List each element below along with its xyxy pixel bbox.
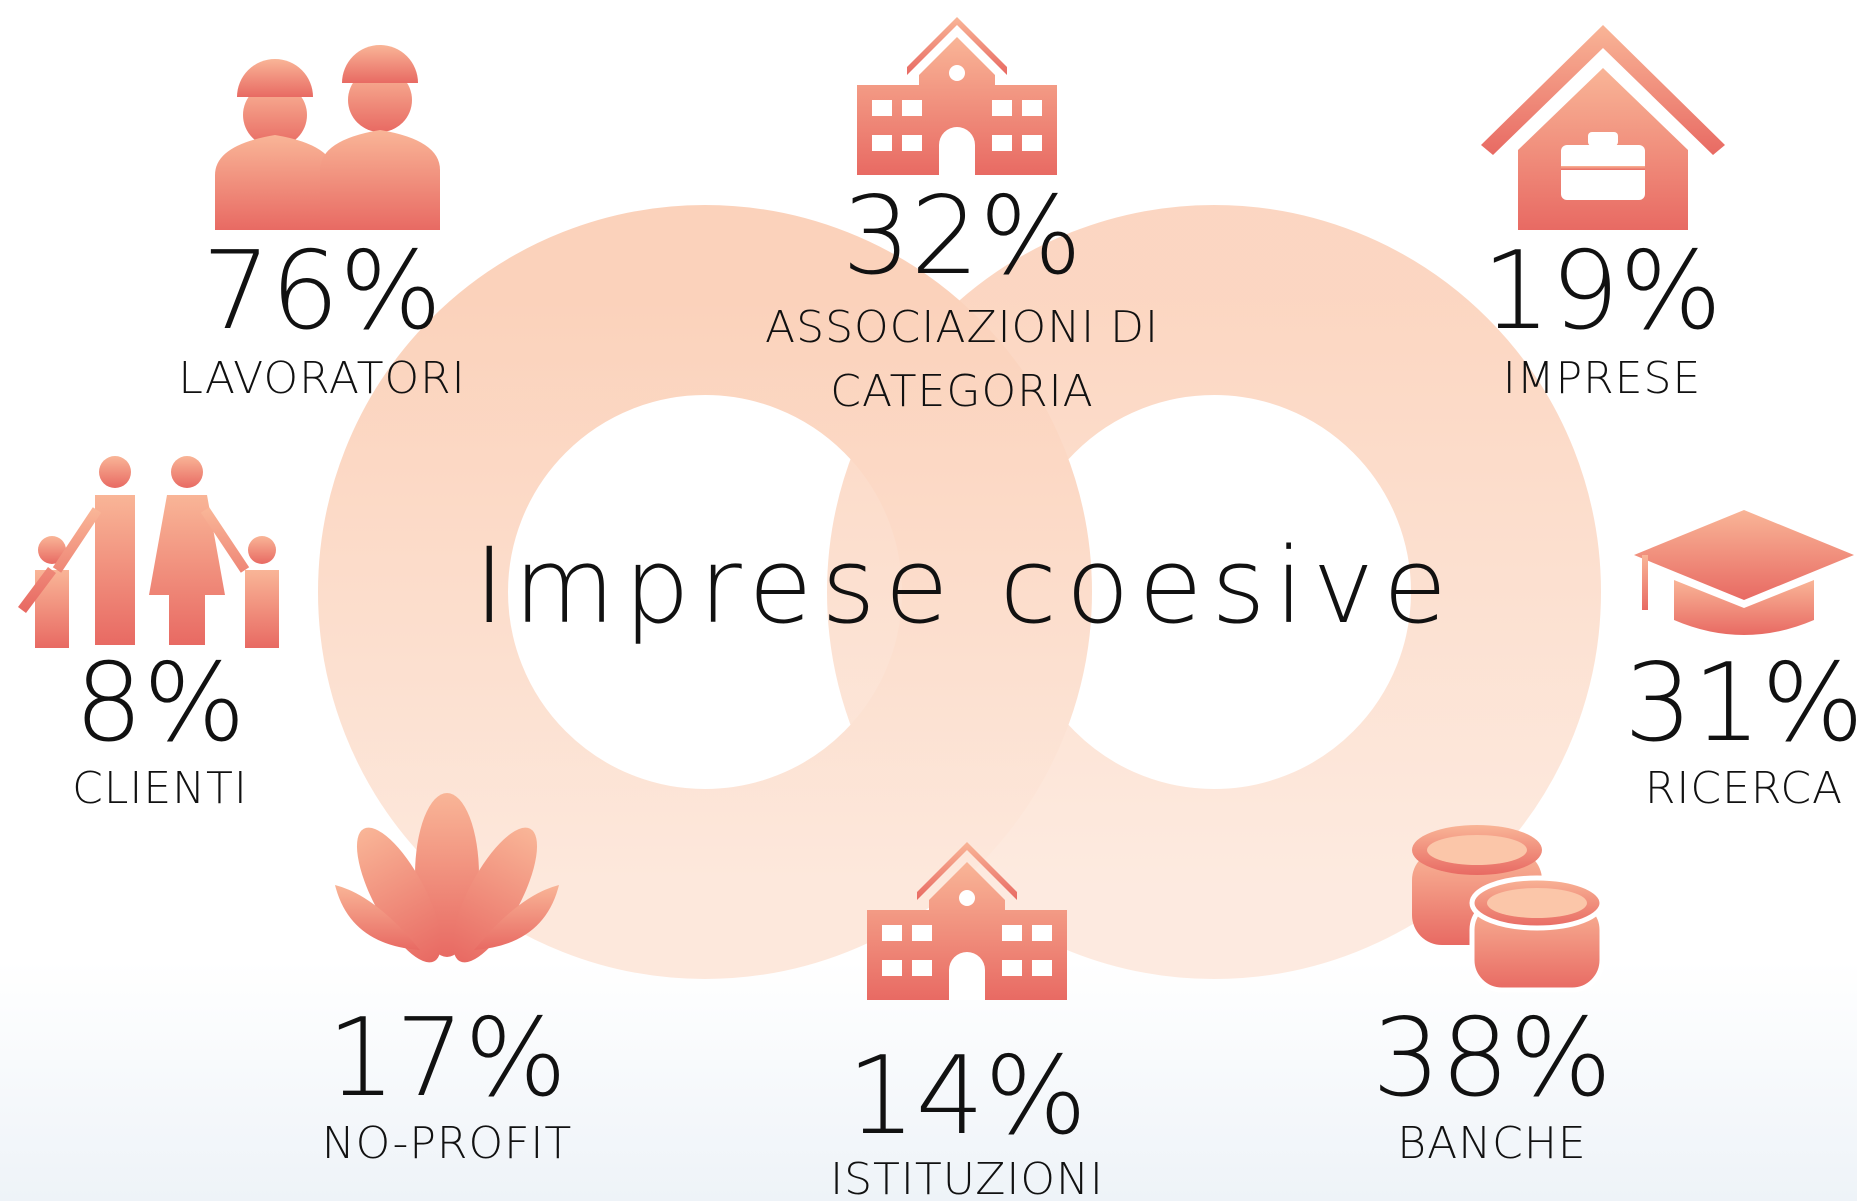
lotus-icon [335,793,559,963]
workers-icon [215,45,440,230]
category-label: CLIENTI [72,763,248,814]
percentage: 8% [74,641,245,766]
category-label: NO-PROFIT [322,1118,573,1169]
category-label: RICERCA [1645,763,1843,814]
percentage: 14% [847,1034,1087,1159]
category-label: ASSOCIAZIONI DI [765,302,1159,353]
category-label: LAVORATORI [178,353,465,404]
category-label: BANCHE [1397,1118,1586,1169]
cap-icon [1634,510,1854,635]
percentage: 76% [202,229,442,354]
percentage: 32% [842,174,1082,299]
percentage: 31% [1624,641,1857,766]
icons [18,17,1854,1000]
building-icon [857,17,1057,175]
coins-icon [1412,825,1605,993]
percentage: 19% [1482,229,1722,354]
building-icon [867,842,1067,1000]
house-icon [1481,25,1725,230]
category-label: IMPRESE [1503,353,1702,404]
title: Imprese coesive [474,525,1456,647]
infinity-loop [318,205,1601,979]
family-icon [18,456,279,648]
category-label: ISTITUZIONI [830,1154,1104,1201]
category-label: CATEGORIA [830,366,1093,417]
percentage: 17% [327,996,567,1121]
percentage: 38% [1372,996,1612,1121]
